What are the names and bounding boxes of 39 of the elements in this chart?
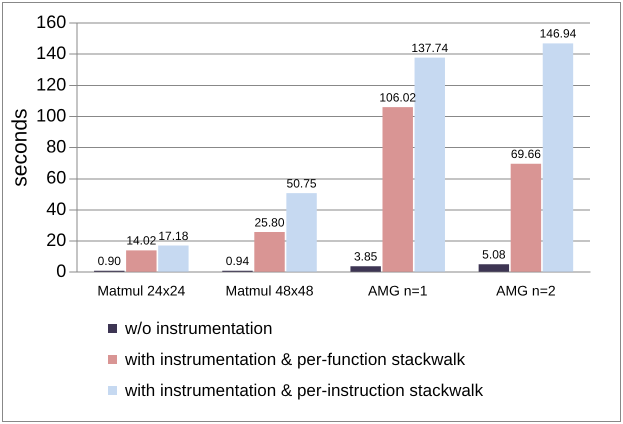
y-tick-label: 20: [46, 230, 66, 250]
bar: [286, 193, 317, 272]
y-tick-label: 0: [56, 261, 66, 282]
data-label: 50.75: [286, 176, 317, 190]
data-label: 3.85: [354, 250, 378, 264]
legend-label: with instrumentation & per-instruction stackwalk: [125, 380, 484, 400]
bar: [478, 264, 510, 272]
data-label: 137.74: [411, 40, 448, 55]
x-tick-label: AMG n=2: [496, 282, 556, 298]
x-tick-label: AMG n=1: [368, 282, 428, 298]
y-tick-label: 140: [36, 43, 66, 64]
data-label: 5.08: [482, 248, 506, 262]
legend-label: w/o instrumentation: [125, 318, 272, 338]
data-label: 69.66: [510, 147, 542, 162]
y-tick-label: 100: [36, 105, 66, 126]
y-tick-label: 80: [46, 136, 66, 157]
y-tick-label: 60: [46, 168, 66, 188]
bar: [542, 43, 574, 272]
y-tick-label: 160: [36, 12, 66, 32]
data-label: 0.94: [226, 254, 250, 268]
x-tick-label: Matmul 24x24: [97, 282, 186, 298]
legend-label: with instrumentation & per-function stackwalk: [125, 350, 466, 370]
data-label: 14.02: [126, 234, 157, 248]
bar: [382, 107, 413, 272]
bar: [158, 245, 189, 272]
y-tick-label: 120: [36, 74, 66, 94]
x-tick-label: Matmul 48x48: [226, 282, 314, 298]
bar: [414, 58, 445, 272]
bar: [126, 250, 157, 272]
bar: [350, 266, 381, 272]
data-label: 17.18: [158, 228, 189, 243]
data-label: 146.94: [540, 26, 577, 41]
bar: [254, 232, 285, 272]
data-label: 25.80: [254, 215, 285, 230]
y-tick-label: 40: [46, 198, 66, 219]
data-label: 0.90: [98, 254, 122, 268]
y-axis-title: seconds: [8, 108, 32, 187]
bar: [510, 164, 542, 272]
data-label: 106.02: [379, 90, 416, 104]
